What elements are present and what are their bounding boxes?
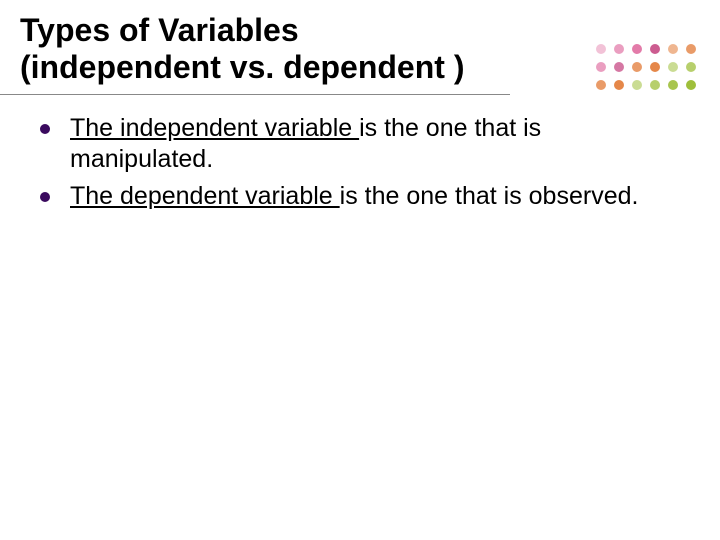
- deco-dot: [668, 80, 678, 90]
- corner-dots-decoration: [596, 44, 700, 94]
- deco-dot: [614, 62, 624, 72]
- deco-dot: [596, 62, 606, 72]
- deco-dot: [686, 80, 696, 90]
- slide-title-line1: Types of Variables: [20, 12, 490, 49]
- deco-dot: [632, 62, 642, 72]
- deco-dot: [650, 44, 660, 54]
- bullet-rest-text: is the one that is observed.: [340, 182, 639, 210]
- bullet-marker-icon: [40, 124, 50, 134]
- deco-dot: [668, 44, 678, 54]
- deco-dot: [614, 44, 624, 54]
- deco-dot: [650, 62, 660, 72]
- bullet-marker-icon: [40, 192, 50, 202]
- deco-dot: [632, 44, 642, 54]
- bullet-text: The dependent variable is the one that i…: [70, 181, 638, 212]
- deco-dot: [686, 62, 696, 72]
- deco-dot: [596, 44, 606, 54]
- bullet-underlined-term: The independent variable: [70, 114, 359, 142]
- deco-dot: [614, 80, 624, 90]
- deco-dot: [650, 80, 660, 90]
- slide-title-line2: (independent vs. dependent ): [20, 49, 490, 86]
- bullet-item: The independent variable is the one that…: [40, 113, 680, 176]
- deco-dot: [632, 80, 642, 90]
- deco-dot: [596, 80, 606, 90]
- bullet-item: The dependent variable is the one that i…: [40, 181, 680, 212]
- deco-dot: [668, 62, 678, 72]
- content-area: The independent variable is the one that…: [0, 95, 720, 213]
- deco-dot: [686, 44, 696, 54]
- title-block: Types of Variables (independent vs. depe…: [0, 0, 510, 95]
- bullet-underlined-term: The dependent variable: [70, 182, 340, 210]
- bullet-text: The independent variable is the one that…: [70, 113, 680, 176]
